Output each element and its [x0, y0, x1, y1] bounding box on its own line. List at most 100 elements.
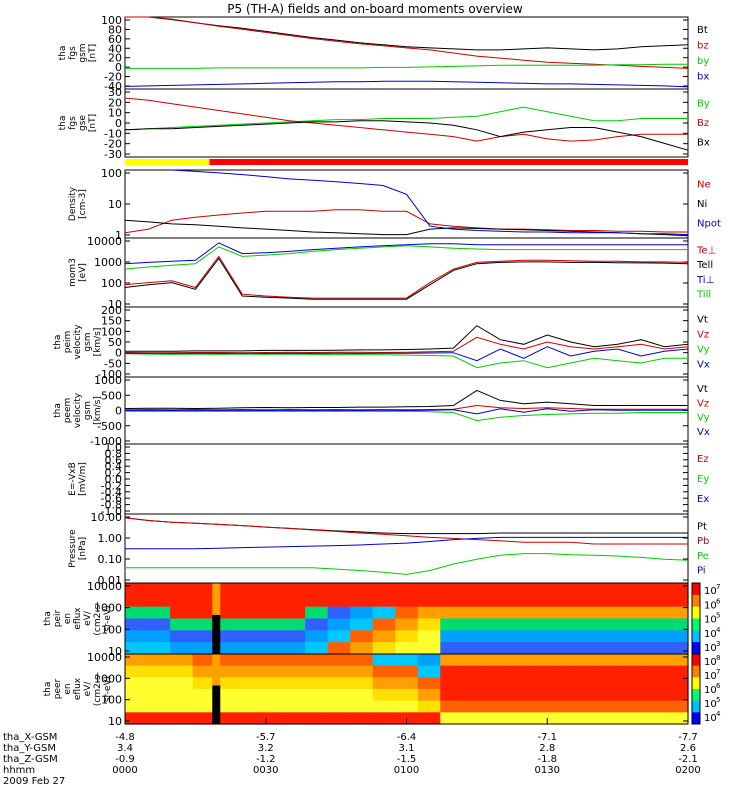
heatmap-cell [125, 583, 149, 596]
heatmap-cell [372, 700, 396, 713]
y-tick-label: 100 [101, 277, 122, 290]
colorbar-band [692, 606, 700, 619]
heatmap-cell [192, 700, 216, 713]
heatmap-cell [417, 700, 441, 713]
heatmap-cell [620, 630, 644, 643]
heatmap-cell [192, 606, 216, 620]
series-line [171, 169, 689, 236]
heatmap-cell [485, 594, 509, 608]
series-line [124, 106, 688, 131]
y-tick-label: -10 [104, 127, 122, 140]
heatmap-cell [552, 665, 576, 678]
y-tick-label: 0 [115, 347, 122, 360]
heatmap-cell [620, 583, 644, 596]
legend-label: Npot [697, 218, 721, 229]
heatmap-cell [125, 606, 149, 620]
legend-label: Vy [697, 413, 710, 424]
heatmap-cell [192, 618, 216, 631]
y-tick-label: 0 [115, 117, 122, 130]
heatmap-cell [372, 665, 396, 678]
heatmap-cell [170, 583, 194, 596]
colorbar-band [692, 665, 700, 678]
heatmap-cell [350, 712, 374, 725]
heatmap-cell [552, 712, 576, 725]
heatmap-cell [125, 700, 149, 713]
legend-label: Vz [697, 330, 709, 341]
heatmap-cell [147, 583, 171, 596]
heatmap-cell [215, 689, 239, 702]
heatmap-cell [395, 583, 419, 596]
y-axis-label: [nT] [88, 44, 98, 62]
heatmap-cell [305, 677, 329, 690]
heatmap-cell [215, 642, 239, 655]
heatmap-cell [575, 677, 599, 690]
heatmap-cell [237, 594, 261, 608]
y-axis-label: peir [53, 609, 63, 627]
heatmap-gap [212, 614, 221, 654]
colorbar-tick-exponent: 3 [716, 640, 720, 648]
heatmap-cell [305, 606, 329, 620]
heatmap-cell [350, 689, 374, 702]
heatmap-cell [237, 689, 261, 702]
heatmap-cell [642, 665, 667, 678]
ephemeris-value: -1.8 [537, 754, 557, 765]
y-tick-label: -1.0 [101, 505, 122, 518]
heatmap-cell [665, 583, 689, 596]
y-tick-label: 30 [108, 86, 122, 99]
y-tick-label: 1 [115, 229, 122, 242]
heatmap-cell [327, 630, 351, 643]
legend-label: bz [697, 40, 709, 51]
heatmap-cell [260, 630, 284, 643]
heatmap-cell [350, 677, 374, 690]
heatmap-cell [642, 677, 667, 690]
heatmap-cell [282, 700, 306, 713]
heatmap-cell [350, 630, 374, 643]
heatmap-cell [575, 665, 599, 678]
heatmap-cell [237, 665, 261, 678]
heatmap-cell [147, 700, 171, 713]
y-tick-label: 0.6 [105, 454, 123, 467]
y-axis-label: eflux [73, 607, 83, 630]
y-axis-label: gse [78, 115, 88, 131]
heatmap-cell [170, 606, 194, 620]
y-axis-label: gsm [83, 332, 93, 351]
heatmap-cell [665, 665, 689, 678]
heatmap-cell [575, 712, 599, 725]
y-tick-label: 500 [101, 389, 122, 402]
heatmap-cell [395, 606, 419, 620]
y-axis-label: peim [63, 331, 73, 354]
heatmap-cell [170, 665, 194, 678]
ephemeris-value: 2.6 [680, 743, 696, 754]
legend-label: Bt [697, 25, 708, 36]
heatmap-cell [575, 689, 599, 702]
legend-label: Vx [697, 427, 710, 438]
colorbar-tick-label: 10 [704, 600, 717, 611]
y-tick-label: 0 [115, 61, 122, 74]
legend-label: Till [696, 290, 711, 301]
y-axis-label: [cm-3] [78, 189, 88, 219]
heatmap-gap-upper [212, 654, 221, 686]
heatmap-cell [620, 700, 644, 713]
panel-frame [124, 16, 689, 90]
series-line [124, 517, 688, 535]
heatmap-cell [147, 677, 171, 690]
heatmap-cell [575, 642, 599, 655]
heatmap-cell [395, 594, 419, 608]
y-tick-label: 80 [108, 23, 122, 36]
heatmap-cell [395, 700, 419, 713]
heatmap-gap [212, 685, 221, 724]
heatmap-cell [485, 689, 509, 702]
heatmap-cell [552, 606, 576, 620]
series-line [124, 97, 688, 142]
heatmap-cell [125, 654, 149, 667]
heatmap-cell [170, 618, 194, 631]
heatmap-cell [282, 642, 306, 655]
heatmap-cell [462, 630, 486, 643]
ephemeris-value: -7.7 [678, 732, 698, 743]
y-tick-label: 1.00 [98, 532, 123, 545]
heatmap-cell [260, 689, 284, 702]
heatmap-cell [485, 654, 509, 667]
colorbar-tick-exponent: 4 [716, 710, 721, 718]
y-tick-label: 10000 [87, 580, 122, 593]
ephemeris-value: -5.7 [256, 732, 276, 743]
